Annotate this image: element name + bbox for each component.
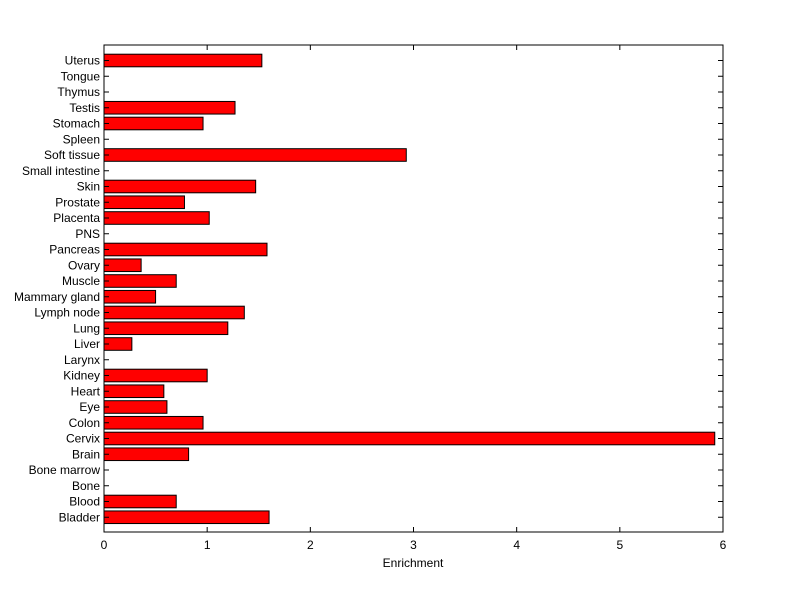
bar-brain <box>103 447 190 462</box>
y-tick-label-soft-tissue: Soft tissue <box>44 148 100 162</box>
y-tick-label-brain: Brain <box>72 447 100 461</box>
y-tick-label-testis: Testis <box>69 101 100 115</box>
bar-colon <box>103 415 204 430</box>
x-tick-label-3: 3 <box>410 538 417 552</box>
y-tick-label-tongue: Tongue <box>61 69 101 83</box>
y-tick-label-muscle: Muscle <box>62 274 100 288</box>
x-axis-label: Enrichment <box>383 556 444 570</box>
bar-soft-tissue <box>103 148 407 162</box>
y-tick-label-colon: Colon <box>69 416 100 430</box>
x-tick-label-1: 1 <box>204 538 211 552</box>
x-tick-label-4: 4 <box>513 538 520 552</box>
bar-lymph-node <box>103 305 245 320</box>
x-axis-ticks: 0 1 2 3 4 5 6 <box>101 45 727 552</box>
y-tick-label-placenta: Placenta <box>53 211 100 225</box>
y-tick-label-kidney: Kidney <box>63 369 100 383</box>
y-tick-label-lung: Lung <box>73 321 100 335</box>
y-tick-label-eye: Eye <box>79 400 100 414</box>
y-tick-label-bone: Bone <box>72 479 100 493</box>
y-tick-label-stomach: Stomach <box>53 117 100 131</box>
y-tick-label-ovary: Ovary <box>68 258 100 272</box>
bar-pancreas <box>103 242 268 257</box>
y-tick-label-mammary-gland: Mammary gland <box>14 290 100 304</box>
bar-testis <box>103 100 236 115</box>
y-tick-label-pancreas: Pancreas <box>49 243 100 257</box>
bar-uterus <box>103 53 263 68</box>
y-tick-label-larynx: Larynx <box>64 353 100 367</box>
bar-ovary <box>103 258 142 273</box>
y-tick-label-bladder: Bladder <box>59 510 100 524</box>
bar-prostate <box>103 195 185 210</box>
y-tick-label-pns: PNS <box>75 227 100 241</box>
y-tick-label-small-intestine: Small intestine <box>22 164 100 178</box>
plot-area <box>104 45 723 532</box>
bar-kidney <box>103 368 208 383</box>
plot-frame <box>103 44 724 533</box>
y-tick-label-prostate: Prostate <box>55 195 100 209</box>
y-tick-label-thymus: Thymus <box>57 85 100 99</box>
bar-stomach <box>103 116 204 131</box>
bar-lung <box>103 321 229 336</box>
bar-muscle <box>103 274 177 288</box>
y-tick-label-bone-marrow: Bone marrow <box>29 463 101 477</box>
y-tick-label-skin: Skin <box>77 180 100 194</box>
bar-skin <box>103 179 257 194</box>
x-tick-label-2: 2 <box>307 538 314 552</box>
bar-blood <box>103 494 177 509</box>
y-tick-label-heart: Heart <box>71 384 101 398</box>
x-tick-label-0: 0 <box>101 538 108 552</box>
x-tick-label-6: 6 <box>720 538 727 552</box>
y-tick-label-blood: Blood <box>69 495 100 509</box>
y-tick-label-lymph-node: Lymph node <box>34 306 100 320</box>
y-tick-label-uterus: Uterus <box>65 54 100 68</box>
y-tick-label-liver: Liver <box>74 337 100 351</box>
bar-cervix <box>103 431 716 446</box>
y-tick-label-spleen: Spleen <box>63 132 100 146</box>
bar-placenta <box>103 211 210 225</box>
bar-eye <box>103 400 168 414</box>
bar-bladder <box>103 510 270 525</box>
bar-heart <box>103 384 165 399</box>
y-tick-label-cervix: Cervix <box>66 432 100 446</box>
bar-mammary-gland <box>103 289 157 304</box>
x-tick-label-5: 5 <box>616 538 623 552</box>
